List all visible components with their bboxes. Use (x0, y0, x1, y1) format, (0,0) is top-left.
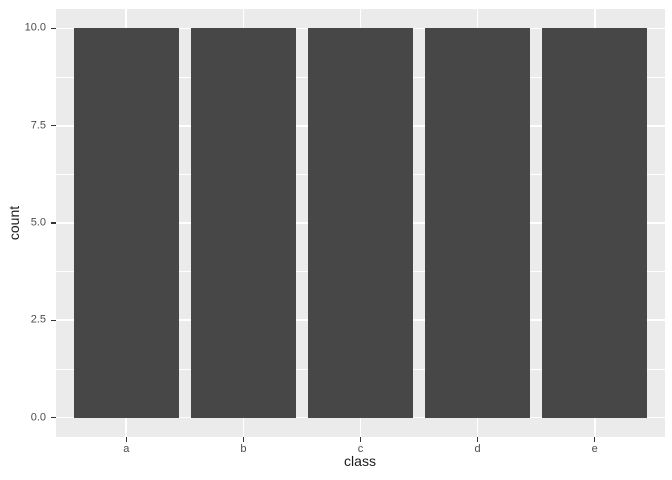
bar-a (73, 28, 179, 418)
y-tick-label: 10.0 (24, 21, 46, 34)
x-tick-mark (593, 437, 596, 442)
y-tick-mark (50, 222, 56, 224)
x-axis-title: class (344, 453, 376, 469)
x-tick-mark (476, 437, 479, 442)
x-tick-label: b (240, 443, 247, 455)
y-tick-label: 0.0 (30, 411, 46, 424)
bar-c (307, 28, 414, 418)
y-tick-mark (50, 27, 56, 30)
y-tick-mark (50, 319, 56, 322)
bar-d (424, 28, 531, 418)
y-tick-mark (50, 124, 56, 127)
x-tick-label: e (591, 443, 598, 455)
x-tick-label: a (123, 443, 130, 455)
bar-e (542, 28, 648, 418)
y-axis-title: count (6, 205, 22, 241)
x-tick-mark (359, 437, 362, 442)
x-tick-mark (125, 437, 128, 442)
x-tick-mark (242, 437, 245, 442)
y-tick-label: 5.0 (30, 216, 46, 229)
x-tick-label: c (357, 443, 364, 455)
y-tick-mark (50, 416, 56, 419)
x-tick-label: d (474, 443, 481, 455)
y-tick-label: 7.5 (30, 119, 46, 132)
bar-b (190, 28, 297, 418)
plot-panel (56, 9, 665, 437)
y-tick-label: 2.5 (30, 313, 46, 326)
